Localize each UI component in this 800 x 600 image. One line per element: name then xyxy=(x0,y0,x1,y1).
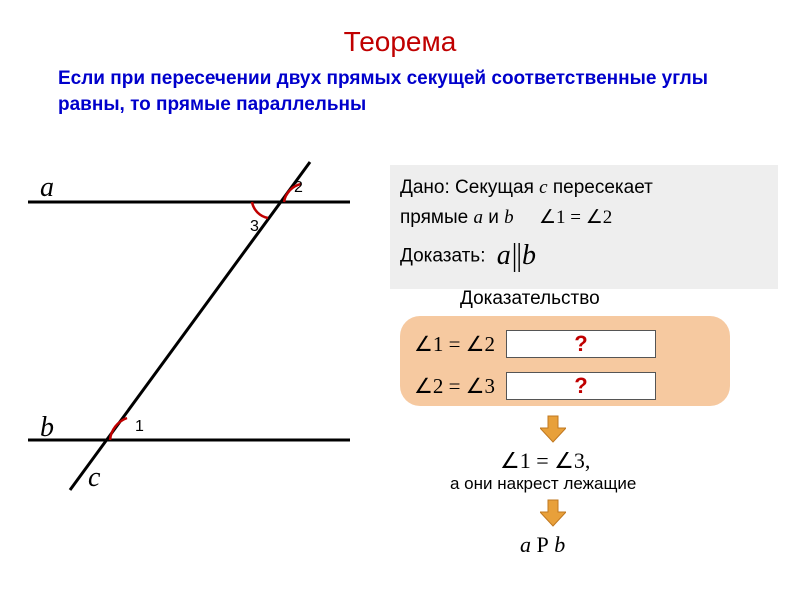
prove-label: Доказать: xyxy=(400,245,485,266)
prove-expression: a||b xyxy=(497,234,536,279)
given-line-2: прямые a и b ∠1 = ∠2 xyxy=(400,203,768,233)
angle-1-label: 1 xyxy=(135,418,144,436)
prove-a: a xyxy=(497,240,511,271)
given-and: и xyxy=(483,207,504,228)
line-a-label: a xyxy=(40,172,54,204)
given-c: с xyxy=(539,177,547,198)
final-conclusion: a Р b xyxy=(520,532,565,558)
diagram-svg xyxy=(20,160,380,500)
theorem-title: Теорема xyxy=(0,0,800,58)
angle-2-label: 2 xyxy=(294,179,303,197)
line-c-label: c xyxy=(88,462,100,494)
theorem-statement: Если при пересечении двух прямых секущей… xyxy=(0,58,800,117)
line-b-label: b xyxy=(40,412,54,444)
angle-3-label: 3 xyxy=(250,218,259,236)
arrow-down-icon xyxy=(540,414,566,444)
question-box-2: ? xyxy=(506,372,656,400)
proof-row-1: ∠1 = ∠2 ? xyxy=(414,326,716,362)
given-a: a xyxy=(474,207,484,228)
proof-eq-1: ∠1 = ∠2 xyxy=(414,332,506,357)
proof-box: ∠1 = ∠2 ? ∠2 = ∠3 ? xyxy=(400,316,730,406)
given-line-1: Дано: Секущая с пересекает xyxy=(400,173,768,203)
proof-heading: Доказательство xyxy=(460,288,600,310)
given-b: b xyxy=(504,207,514,228)
arrow-down-icon xyxy=(540,498,566,528)
geometry-diagram: a b c 1 2 3 xyxy=(20,160,380,500)
prove-line: Доказать: a||b xyxy=(400,234,768,279)
conclusion-note: а они накрест лежащие xyxy=(450,474,636,494)
proof-row-2: ∠2 = ∠3 ? xyxy=(414,368,716,404)
given-text: прямые xyxy=(400,207,474,228)
proof-eq-2: ∠2 = ∠3 xyxy=(414,374,506,399)
given-box: Дано: Секущая с пересекает прямые a и b … xyxy=(390,165,778,289)
prove-b: b xyxy=(522,240,536,271)
given-text: Дано: Секущая xyxy=(400,177,539,198)
given-angle-eq: ∠1 = ∠2 xyxy=(539,207,612,228)
final-a: a xyxy=(520,532,531,557)
final-parallel: Р xyxy=(531,532,554,557)
question-box-1: ? xyxy=(506,330,656,358)
parallel-symbol: || xyxy=(512,230,521,282)
final-b: b xyxy=(554,532,565,557)
conclusion-equation: ∠1 = ∠3, xyxy=(500,448,590,474)
given-text: пересекает xyxy=(548,177,653,198)
